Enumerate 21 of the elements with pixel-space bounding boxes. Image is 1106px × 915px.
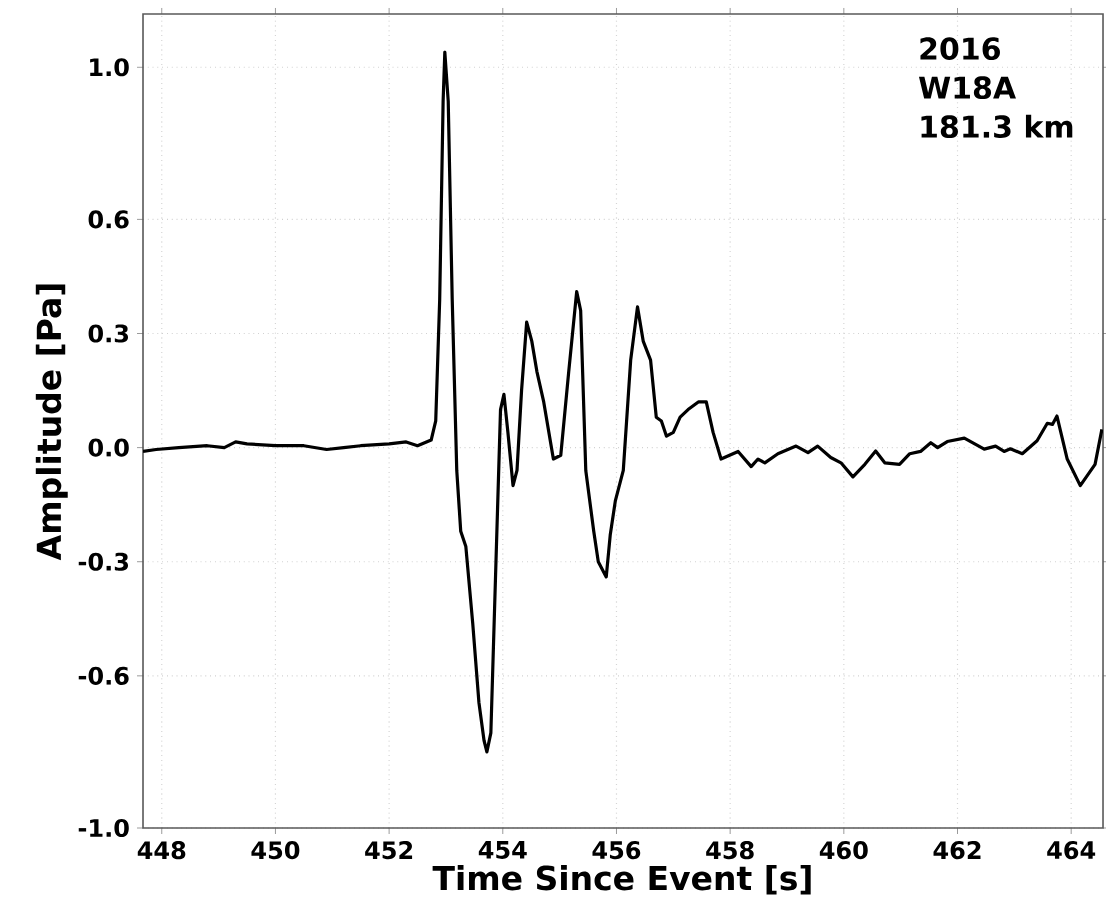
- x-tick-label: 456: [592, 841, 641, 860]
- y-tick-label: -0.6: [78, 666, 129, 685]
- annotation: 181.3 km: [921, 114, 1073, 139]
- y-tick-label: 0.3: [88, 324, 129, 343]
- x-tick-label: 458: [706, 841, 754, 860]
- y-tick-label: 0.6: [88, 210, 129, 229]
- x-tick-label: 448: [137, 841, 186, 860]
- annotation: 2016: [920, 37, 1000, 61]
- annotation: W18A: [918, 76, 1016, 100]
- x-tick-label: 454: [478, 841, 527, 859]
- y-tick-label: 1.0: [90, 58, 129, 77]
- x-tick-label: 460: [819, 841, 868, 860]
- y-tick-label: -1.0: [78, 818, 129, 838]
- x-axis-title: Time Since Event [s]: [432, 864, 811, 895]
- x-tick-label: 464: [1047, 841, 1096, 860]
- x-tick-label: 452: [365, 841, 413, 860]
- y-tick-label: -0.3: [78, 552, 129, 571]
- x-tick-label: 450: [251, 841, 300, 860]
- y-tick-label: 0.0: [88, 438, 129, 457]
- x-tick-label: 462: [933, 841, 981, 860]
- y-axis-title: Amplitude [Pa]: [35, 284, 68, 561]
